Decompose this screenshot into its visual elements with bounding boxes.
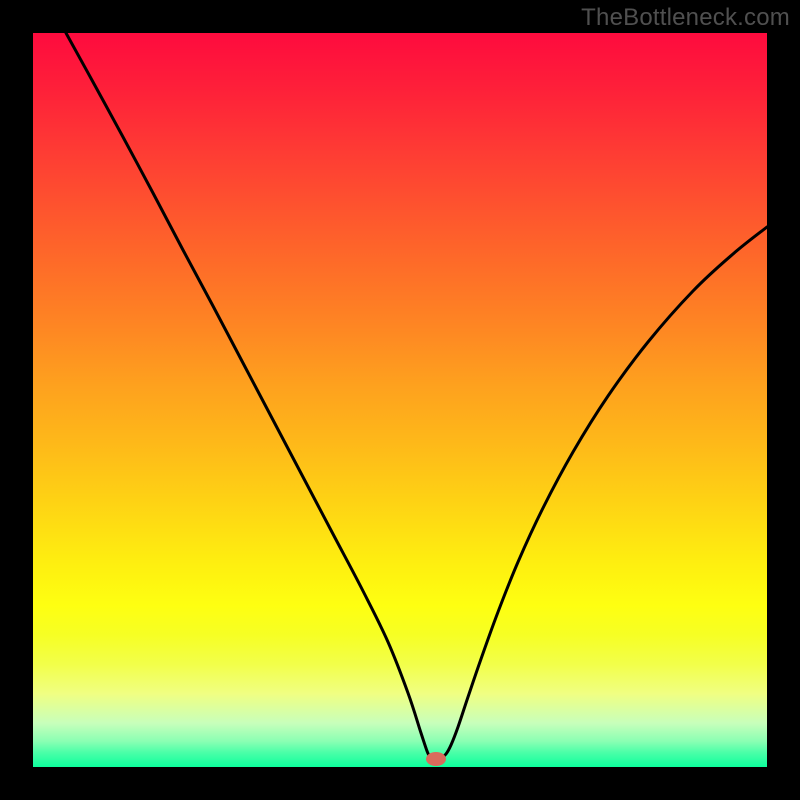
chart-frame: TheBottleneck.com <box>0 0 800 800</box>
watermark-text: TheBottleneck.com <box>581 4 790 32</box>
bottleneck-curve-chart <box>33 33 767 767</box>
chart-area <box>33 33 767 767</box>
gradient-background <box>33 33 767 767</box>
optimal-point-marker <box>426 752 446 766</box>
